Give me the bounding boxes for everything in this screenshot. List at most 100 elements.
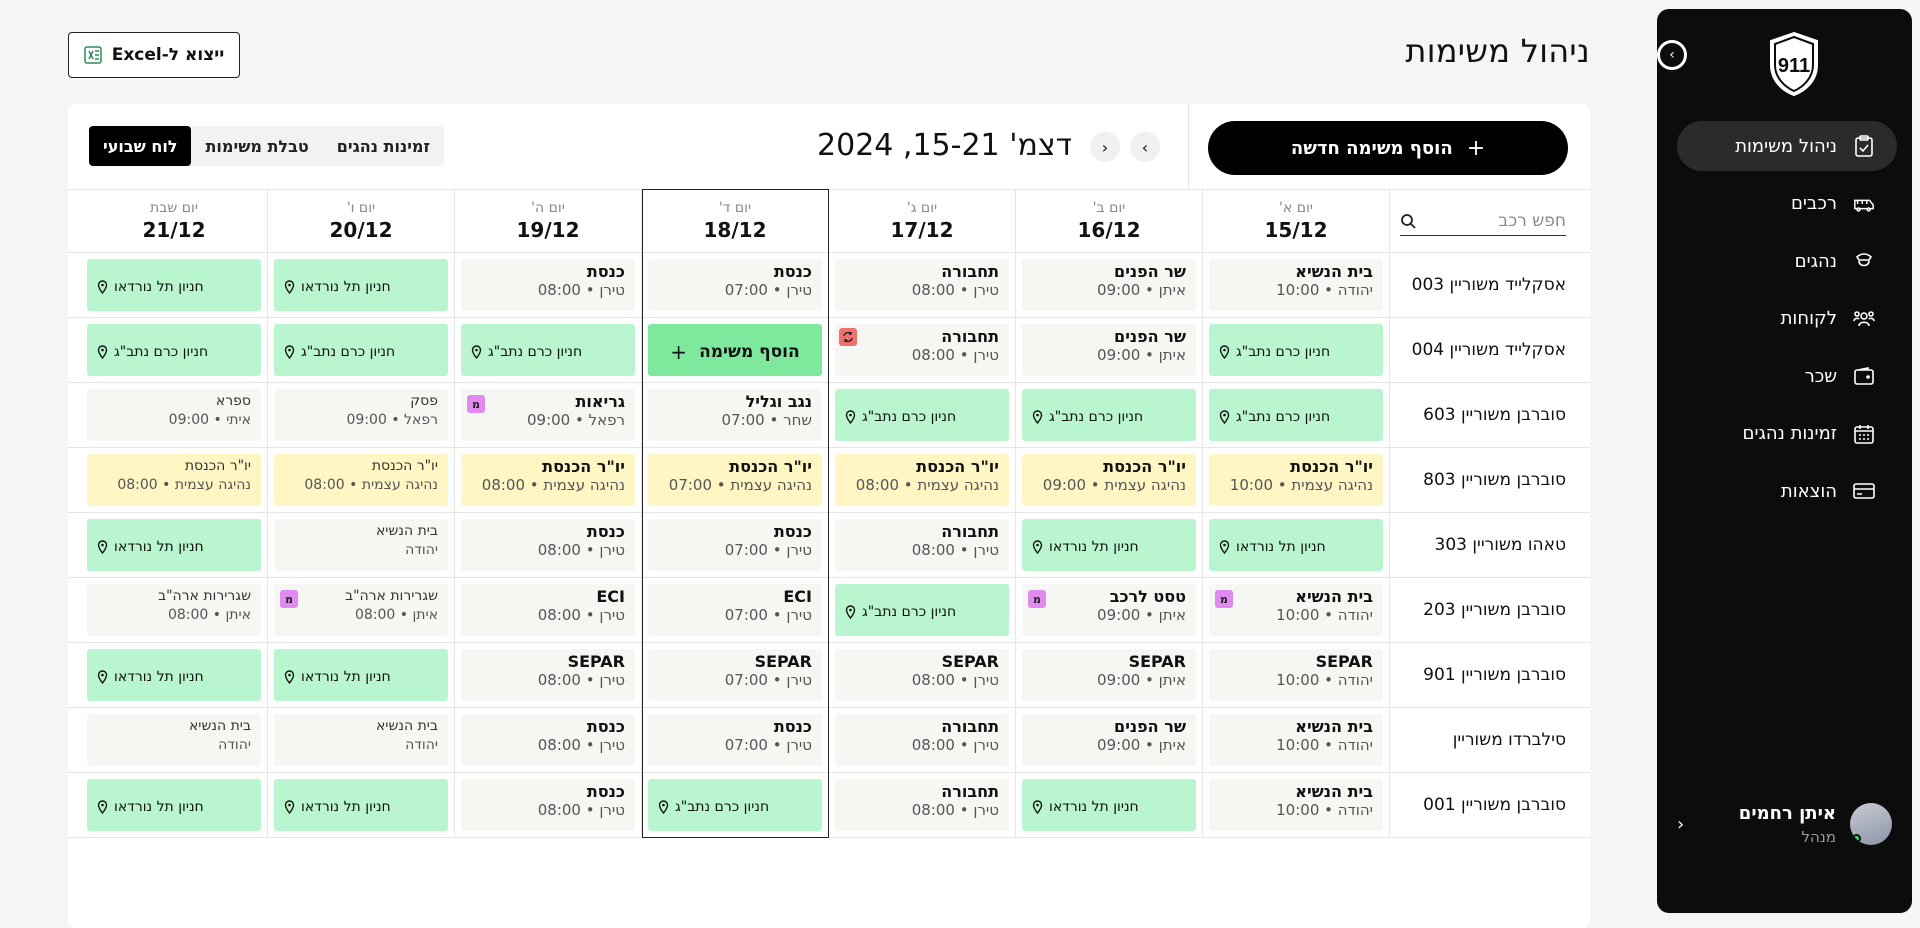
export-excel-button[interactable]: ייצוא ל-Excel	[68, 32, 240, 78]
day-header: יום ו' 20/12	[268, 190, 455, 252]
task-card[interactable]: מ שגרירות ארה"ב איתן • 08:00	[274, 584, 448, 636]
tab-weekly-board[interactable]: לוח שבועי	[89, 126, 192, 166]
task-card[interactable]: כנסת טירן • 08:00	[461, 259, 635, 311]
parking-card[interactable]: חניון תל נורדאו	[87, 779, 261, 831]
task-card[interactable]: יו"ר הכנסת נהיגה עצמית • 10:00	[1209, 454, 1383, 506]
add-task-in-cell-button[interactable]: הוסף משימה +	[648, 324, 822, 376]
parking-card[interactable]: חניון כרם נתב"ג	[1022, 389, 1196, 441]
task-card[interactable]: ECI טירן • 07:00	[648, 584, 822, 636]
task-card[interactable]: בית הנשיא יהודה	[87, 714, 261, 766]
task-subtitle: נהיגה עצמית • 09:00	[1042, 476, 1186, 494]
collapse-sidebar-button[interactable]: ›	[1657, 40, 1687, 70]
task-card[interactable]: מ גריאות רפאל • 09:00	[461, 389, 635, 441]
task-card[interactable]: תחבורה טירן • 08:00	[835, 324, 1009, 376]
sidebar-item-vehicles[interactable]: רכבים	[1677, 179, 1897, 229]
task-card[interactable]: נגב וגליל שחר • 07:00	[648, 389, 822, 441]
next-week-button[interactable]: ›	[1130, 132, 1160, 162]
parking-card[interactable]: חניון תל נורדאו	[274, 649, 448, 701]
prev-week-button[interactable]: ‹	[1090, 132, 1120, 162]
task-card[interactable]: SEPAR טירן • 07:00	[648, 649, 822, 701]
task-card[interactable]: יו"ר הכנסת נהיגה עצמית • 08:00	[461, 454, 635, 506]
vehicle-name: סילברדו משוריין	[1452, 730, 1566, 750]
parking-card[interactable]: חניון כרם נתב"ג	[274, 324, 448, 376]
sidebar-item-salary[interactable]: שכר	[1677, 351, 1897, 401]
tab-tasks-table[interactable]: טבלת משימות	[205, 136, 309, 156]
task-card[interactable]: כנסת טירן • 08:00	[461, 519, 635, 571]
parking-card[interactable]: חניון תל נורדאו	[1209, 519, 1383, 571]
parking-card[interactable]: חניון כרם נתב"ג	[1209, 389, 1383, 441]
task-card[interactable]: ECI טירן • 08:00	[461, 584, 635, 636]
task-card[interactable]: בית הנשיא יהודה • 10:00	[1209, 714, 1383, 766]
search-input[interactable]	[1436, 211, 1566, 231]
day-date: 16/12	[1077, 218, 1141, 242]
parking-card[interactable]: חניון כרם נתב"ג	[835, 584, 1009, 636]
task-card[interactable]: מ בית הנשיא יהודה • 10:00	[1209, 584, 1383, 636]
task-card[interactable]: פסק רפאל • 09:00	[274, 389, 448, 441]
sidebar-item-clients[interactable]: לקוחות	[1677, 294, 1897, 344]
task-card[interactable]: תחבורה טירן • 08:00	[835, 714, 1009, 766]
user-profile[interactable]: איתן רחמים מנהל ‹	[1677, 799, 1892, 849]
sidebar-item-drivers[interactable]: נהגים	[1677, 236, 1897, 286]
day-header: יום א' 15/12	[1203, 190, 1390, 252]
task-card[interactable]: כנסת טירן • 08:00	[461, 714, 635, 766]
parking-card[interactable]: חניון כרם נתב"ג	[1209, 324, 1383, 376]
task-card[interactable]: בית הנשיא יהודה • 10:00	[1209, 779, 1383, 831]
sidebar-item-availability[interactable]: זמינות נהגים	[1677, 409, 1897, 459]
schedule-cell: כנסת טירן • 07:00	[642, 708, 829, 772]
schedule-cell: בית הנשיא יהודה	[81, 708, 268, 772]
task-subtitle: יהודה • 10:00	[1276, 281, 1373, 299]
tab-driver-availability[interactable]: זמינות נהגים	[336, 136, 430, 156]
task-card[interactable]: יו"ר הכנסת נהיגה עצמית • 09:00	[1022, 454, 1196, 506]
location-pin-icon	[1219, 539, 1230, 554]
task-card[interactable]: מ טסט לרכב איתן • 09:00	[1022, 584, 1196, 636]
vehicle-name: סוברבן משוריין 203	[1423, 600, 1566, 620]
task-card[interactable]: כנסת טירן • 07:00	[648, 259, 822, 311]
task-card[interactable]: שר הפנים איתן • 09:00	[1022, 714, 1196, 766]
task-title: בית הנשיא	[1295, 262, 1373, 281]
sidebar-item-label: לקוחות	[1780, 308, 1837, 329]
task-card[interactable]: שר הפנים איתן • 09:00	[1022, 259, 1196, 311]
parking-card[interactable]: חניון תל נורדאו	[87, 259, 261, 311]
schedule-cell: יו"ר הכנסת נהיגה עצמית • 10:00	[1203, 448, 1390, 512]
schedule-cell: יו"ר הכנסת נהיגה עצמית • 08:00	[81, 448, 268, 512]
task-card[interactable]: יו"ר הכנסת נהיגה עצמית • 08:00	[274, 454, 448, 506]
parking-label: חניון תל נורדאו	[114, 538, 204, 555]
task-card[interactable]: בית הנשיא יהודה	[274, 714, 448, 766]
sidebar-item-expenses[interactable]: הוצאות	[1677, 466, 1897, 516]
task-card[interactable]: תחבורה טירן • 08:00	[835, 779, 1009, 831]
task-title: יו"ר הכנסת	[184, 458, 251, 474]
task-card[interactable]: שגרירות ארה"ב איתן • 08:00	[87, 584, 261, 636]
task-subtitle: טירן • 07:00	[724, 736, 812, 754]
task-card[interactable]: בית הנשיא יהודה • 10:00	[1209, 259, 1383, 311]
sidebar-item-tasks[interactable]: ניהול משימות	[1677, 121, 1897, 171]
parking-card[interactable]: חניון כרם נתב"ג	[461, 324, 635, 376]
task-card[interactable]: כנסת טירן • 07:00	[648, 519, 822, 571]
task-card[interactable]: שר הפנים איתן • 09:00	[1022, 324, 1196, 376]
task-card[interactable]: יו"ר הכנסת נהיגה עצמית • 08:00	[87, 454, 261, 506]
add-new-task-button[interactable]: + הוסף משימה חדשה	[1208, 121, 1568, 175]
task-card[interactable]: תחבורה טירן • 08:00	[835, 519, 1009, 571]
parking-card[interactable]: חניון כרם נתב"ג	[835, 389, 1009, 441]
task-card[interactable]: כנסת טירן • 07:00	[648, 714, 822, 766]
schedule-cell: שגרירות ארה"ב איתן • 08:00	[81, 578, 268, 642]
parking-card[interactable]: חניון תל נורדאו	[87, 649, 261, 701]
table-row: סוברבן משוריין 603 חניון כרם נתב"ג חניון…	[68, 383, 1590, 448]
parking-card[interactable]: חניון כרם נתב"ג	[648, 779, 822, 831]
task-card[interactable]: יו"ר הכנסת נהיגה עצמית • 08:00	[835, 454, 1009, 506]
task-card[interactable]: יו"ר הכנסת נהיגה עצמית • 07:00	[648, 454, 822, 506]
chevron-left-icon[interactable]: ‹	[1677, 813, 1685, 835]
parking-card[interactable]: חניון תל נורדאו	[1022, 519, 1196, 571]
parking-card[interactable]: חניון כרם נתב"ג	[87, 324, 261, 376]
task-card[interactable]: כנסת טירן • 08:00	[461, 779, 635, 831]
task-card[interactable]: בית הנשיא יהודה	[274, 519, 448, 571]
task-card[interactable]: SEPAR טירן • 08:00	[461, 649, 635, 701]
parking-card[interactable]: חניון תל נורדאו	[274, 779, 448, 831]
parking-card[interactable]: חניון תל נורדאו	[274, 259, 448, 311]
task-card[interactable]: SEPAR טירן • 08:00	[835, 649, 1009, 701]
task-card[interactable]: תחבורה טירן • 08:00	[835, 259, 1009, 311]
parking-card[interactable]: חניון תל נורדאו	[87, 519, 261, 571]
parking-card[interactable]: חניון תל נורדאו	[1022, 779, 1196, 831]
task-card[interactable]: SEPAR יהודה • 10:00	[1209, 649, 1383, 701]
task-card[interactable]: SEPAR איתן • 09:00	[1022, 649, 1196, 701]
task-card[interactable]: ספרא איתי • 09:00	[87, 389, 261, 441]
